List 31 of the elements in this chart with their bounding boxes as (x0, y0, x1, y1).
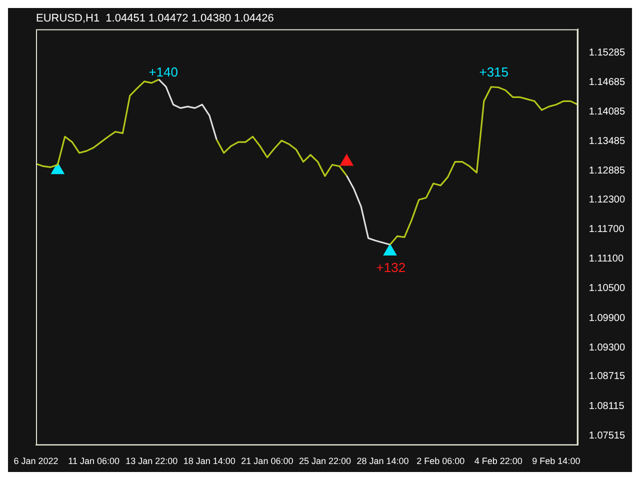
y-tick-label: 1.07515 (588, 430, 626, 442)
x-tick-label: 28 Jan 14:00 (356, 456, 409, 466)
annotation: +140 (148, 64, 178, 80)
y-tick-label: 1.14685 (588, 76, 626, 88)
x-tick-label: 2 Feb 06:00 (416, 456, 465, 466)
point (51, 162, 64, 174)
x-tick-label: 21 Jan 06:00 (241, 456, 294, 466)
y-tick-label: 1.11700 (588, 224, 625, 236)
x-tick-label: 11 Jan 06:00 (68, 456, 120, 466)
y-tick-label: 1.15285 (588, 47, 626, 58)
y-tick-label: 1.10500 (588, 283, 626, 294)
y-tick-label: 1.13485 (588, 136, 626, 148)
y-tick-label: 1.08115 (588, 400, 625, 412)
annotation: +315 (479, 64, 509, 80)
chart-title: EURUSD,H1 1.04451 1.04472 1.04380 1.04426 (36, 12, 274, 25)
point (383, 244, 397, 256)
y-tick-label: 1.08715 (588, 371, 626, 382)
y-tick-label: 1.09300 (588, 342, 626, 354)
point (340, 154, 354, 166)
x-tick-label: 25 Jan 22:00 (298, 456, 352, 466)
y-tick-label: 1.14085 (588, 106, 626, 118)
x-tick-label: 13 Jan 22:00 (126, 456, 178, 466)
x-tick-label: 4 Feb 22:00 (474, 456, 522, 466)
x-tick-label: 18 Jan 14:00 (183, 456, 236, 466)
x-tick-label: 6 Jan 2022 (14, 456, 58, 466)
y-tick-label: 1.11100 (588, 254, 624, 265)
y-tick-label: 1.12885 (588, 166, 626, 177)
y-tick-label: 1.12300 (588, 194, 626, 206)
annotation: +132 (376, 260, 406, 275)
x-tick-label: 9 Feb 14:00 (532, 456, 580, 466)
y-tick-label: 1.09900 (588, 312, 626, 324)
